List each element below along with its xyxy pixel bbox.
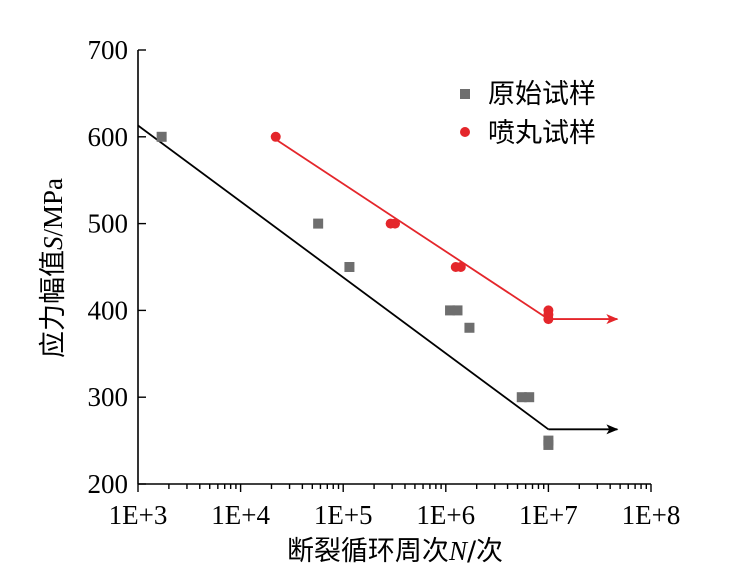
y-tick-label: 500	[88, 209, 129, 239]
legend-label-shot-peened: 喷丸试样	[488, 118, 596, 149]
legend-label-original: 原始试样	[488, 79, 596, 110]
legend: 原始试样 喷丸试样	[460, 79, 596, 149]
x-axis-title: 断裂循环周次N/次	[287, 536, 503, 567]
data-point-original	[445, 305, 456, 316]
data-point-original	[524, 392, 535, 403]
y-axis-title: 应力幅值S/MPa	[38, 178, 69, 358]
data-point-original	[344, 262, 355, 272]
data-point-shot-peened	[455, 262, 466, 272]
legend-marker-original	[460, 89, 470, 99]
axes	[137, 50, 651, 485]
fit-line-series-1	[275, 138, 549, 320]
fit-line-series-0	[137, 124, 549, 431]
data-point-shot-peened	[270, 131, 281, 142]
data-point-original	[156, 131, 167, 142]
x-tick-label: 1E+7	[519, 500, 578, 530]
ticks: 1E+3 1E+4 1E+5 1E+6 1E+7 1E+8 200 300 400 500 600 7…	[88, 35, 681, 530]
legend-marker-shot-peened	[460, 127, 470, 137]
data-points	[156, 131, 554, 450]
data-point-shot-peened	[390, 218, 401, 229]
data-point-shot-peened	[543, 314, 554, 325]
x-tick-label: 1E+6	[416, 500, 475, 530]
y-tick-label: 600	[88, 122, 129, 152]
data-point-original	[516, 392, 527, 403]
data-point-original	[452, 305, 463, 316]
x-tick-label: 1E+8	[622, 500, 681, 530]
x-tick-label: 1E+3	[109, 500, 168, 530]
data-point-original	[313, 218, 324, 229]
y-tick-label: 200	[88, 469, 129, 499]
y-tick-label: 700	[88, 35, 129, 65]
y-tick-label: 400	[88, 295, 129, 325]
data-point-original	[464, 322, 475, 333]
data-point-original	[543, 439, 554, 450]
fit-lines	[137, 124, 619, 435]
x-tick-label: 1E+4	[211, 500, 270, 530]
y-tick-label: 300	[88, 382, 129, 412]
x-tick-label: 1E+5	[314, 500, 373, 530]
